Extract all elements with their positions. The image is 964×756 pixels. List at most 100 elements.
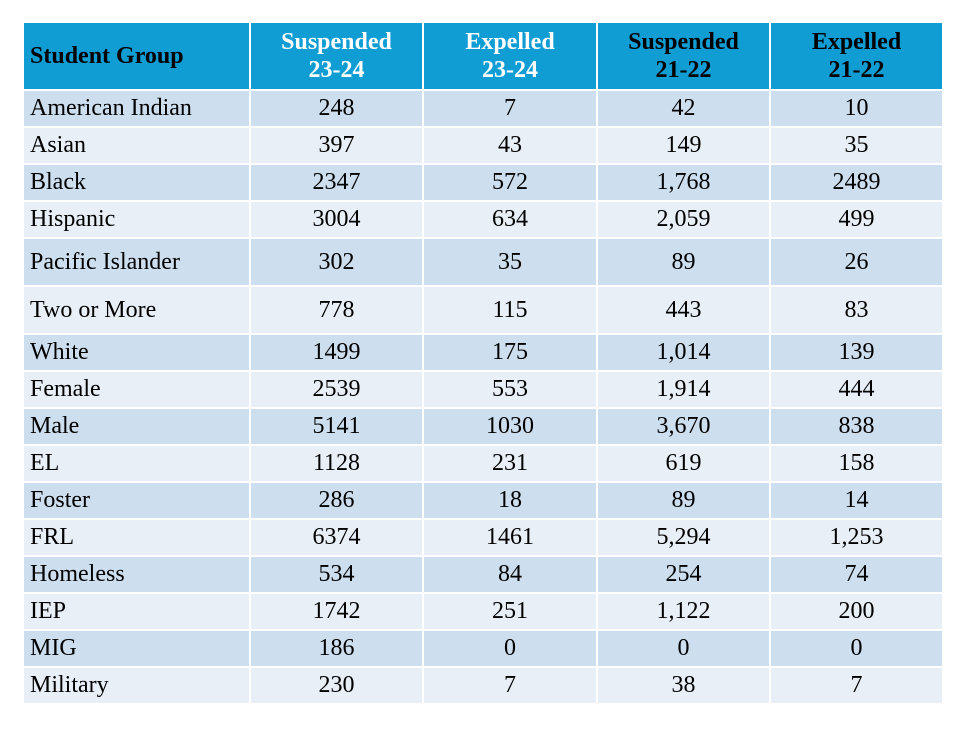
table-row: Black 2347 572 1,768 2489 <box>22 163 944 202</box>
suspended-21-22-cell: 42 <box>596 89 771 128</box>
student-group-cell: EL <box>22 444 251 483</box>
expelled-21-22-cell: 158 <box>769 444 944 483</box>
expelled-21-22-cell: 1,253 <box>769 518 944 557</box>
expelled-21-22-cell: 0 <box>769 629 944 668</box>
header-row: Student Group Suspended 23-24 Expelled 23-… <box>22 21 944 91</box>
suspended-21-22-cell: 89 <box>596 481 771 520</box>
expelled-21-22-cell: 444 <box>769 370 944 409</box>
suspended-21-22-cell: 149 <box>596 126 771 165</box>
expelled-23-24-cell: 84 <box>422 555 598 594</box>
suspended-21-22-cell: 443 <box>596 285 771 335</box>
expelled-23-24-cell: 0 <box>422 629 598 668</box>
expelled-23-24-cell: 1461 <box>422 518 598 557</box>
student-group-cell: MIG <box>22 629 251 668</box>
student-group-cell: American Indian <box>22 89 251 128</box>
suspended-23-24-cell: 230 <box>249 666 424 705</box>
table-row: Two or More 778 115 443 83 <box>22 285 944 335</box>
table-row: EL 1128 231 619 158 <box>22 444 944 483</box>
expelled-21-22-cell: 74 <box>769 555 944 594</box>
suspended-21-22-cell: 254 <box>596 555 771 594</box>
expelled-23-24-cell: 7 <box>422 666 598 705</box>
table-row: Female 2539 553 1,914 444 <box>22 370 944 409</box>
student-group-cell: Female <box>22 370 251 409</box>
header-suspended-23-24: Suspended 23-24 <box>249 21 424 91</box>
expelled-23-24-cell: 572 <box>422 163 598 202</box>
table-row: White 1499 175 1,014 139 <box>22 333 944 372</box>
student-group-cell: White <box>22 333 251 372</box>
suspended-21-22-cell: 89 <box>596 237 771 287</box>
suspended-23-24-cell: 3004 <box>249 200 424 239</box>
expelled-23-24-cell: 231 <box>422 444 598 483</box>
suspended-21-22-cell: 0 <box>596 629 771 668</box>
header-student-group: Student Group <box>22 21 251 91</box>
table-row: American Indian 248 7 42 10 <box>22 89 944 128</box>
expelled-21-22-cell: 499 <box>769 200 944 239</box>
table-row: Pacific Islander 302 35 89 26 <box>22 237 944 287</box>
expelled-21-22-cell: 26 <box>769 237 944 287</box>
expelled-21-22-cell: 200 <box>769 592 944 631</box>
suspended-21-22-cell: 1,014 <box>596 333 771 372</box>
suspended-23-24-cell: 534 <box>249 555 424 594</box>
student-group-cell: FRL <box>22 518 251 557</box>
expelled-21-22-cell: 83 <box>769 285 944 335</box>
student-group-cell: Two or More <box>22 285 251 335</box>
suspended-23-24-cell: 5141 <box>249 407 424 446</box>
suspended-23-24-cell: 2347 <box>249 163 424 202</box>
table-row: Foster 286 18 89 14 <box>22 481 944 520</box>
student-group-cell: Homeless <box>22 555 251 594</box>
student-group-cell: Military <box>22 666 251 705</box>
table-body: American Indian 248 7 42 10 Asian 397 43 149 35 Bl… <box>22 89 944 705</box>
expelled-23-24-cell: 251 <box>422 592 598 631</box>
student-group-cell: Asian <box>22 126 251 165</box>
table-row: Asian 397 43 149 35 <box>22 126 944 165</box>
suspended-23-24-cell: 186 <box>249 629 424 668</box>
expelled-23-24-cell: 18 <box>422 481 598 520</box>
student-group-cell: Male <box>22 407 251 446</box>
table-row: IEP 1742 251 1,122 200 <box>22 592 944 631</box>
suspended-23-24-cell: 6374 <box>249 518 424 557</box>
suspended-21-22-cell: 1,914 <box>596 370 771 409</box>
suspended-23-24-cell: 286 <box>249 481 424 520</box>
suspended-23-24-cell: 302 <box>249 237 424 287</box>
suspended-21-22-cell: 5,294 <box>596 518 771 557</box>
table-row: FRL 6374 1461 5,294 1,253 <box>22 518 944 557</box>
expelled-23-24-cell: 7 <box>422 89 598 128</box>
suspended-21-22-cell: 38 <box>596 666 771 705</box>
header-expelled-23-24: Expelled 23-24 <box>422 21 598 91</box>
student-group-cell: Foster <box>22 481 251 520</box>
table-row: Homeless 534 84 254 74 <box>22 555 944 594</box>
suspended-21-22-cell: 3,670 <box>596 407 771 446</box>
header-suspended-21-22: Suspended 21-22 <box>596 21 771 91</box>
student-group-cell: Hispanic <box>22 200 251 239</box>
expelled-23-24-cell: 1030 <box>422 407 598 446</box>
expelled-21-22-cell: 2489 <box>769 163 944 202</box>
suspended-23-24-cell: 1742 <box>249 592 424 631</box>
suspended-23-24-cell: 1499 <box>249 333 424 372</box>
expelled-21-22-cell: 7 <box>769 666 944 705</box>
suspended-23-24-cell: 1128 <box>249 444 424 483</box>
expelled-21-22-cell: 35 <box>769 126 944 165</box>
expelled-23-24-cell: 115 <box>422 285 598 335</box>
student-group-cell: Black <box>22 163 251 202</box>
expelled-23-24-cell: 634 <box>422 200 598 239</box>
student-group-cell: Pacific Islander <box>22 237 251 287</box>
expelled-23-24-cell: 43 <box>422 126 598 165</box>
expelled-23-24-cell: 35 <box>422 237 598 287</box>
suspended-23-24-cell: 778 <box>249 285 424 335</box>
table-row: Military 230 7 38 7 <box>22 666 944 705</box>
suspended-23-24-cell: 248 <box>249 89 424 128</box>
expelled-21-22-cell: 10 <box>769 89 944 128</box>
discipline-table: Student Group Suspended 23-24 Expelled 23-… <box>22 21 944 705</box>
student-group-cell: IEP <box>22 592 251 631</box>
expelled-23-24-cell: 553 <box>422 370 598 409</box>
header-expelled-21-22: Expelled 21-22 <box>769 21 944 91</box>
suspended-21-22-cell: 1,768 <box>596 163 771 202</box>
suspended-21-22-cell: 619 <box>596 444 771 483</box>
expelled-21-22-cell: 838 <box>769 407 944 446</box>
expelled-23-24-cell: 175 <box>422 333 598 372</box>
expelled-21-22-cell: 139 <box>769 333 944 372</box>
table-row: Hispanic 3004 634 2,059 499 <box>22 200 944 239</box>
expelled-21-22-cell: 14 <box>769 481 944 520</box>
table-row: MIG 186 0 0 0 <box>22 629 944 668</box>
suspended-21-22-cell: 2,059 <box>596 200 771 239</box>
